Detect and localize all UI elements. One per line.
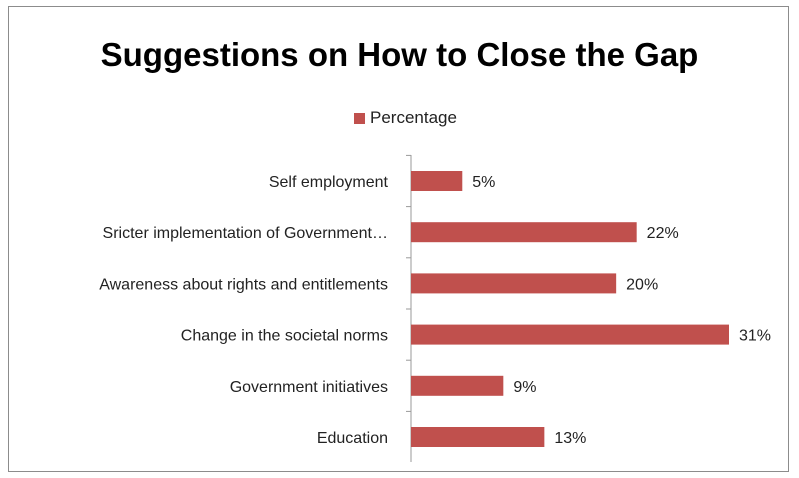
chart-frame: Suggestions on How to Close the Gap Perc… xyxy=(8,6,789,472)
category-label: Change in the societal norms xyxy=(181,328,388,345)
data-label: 31% xyxy=(739,328,771,345)
category-label: Education xyxy=(317,430,388,447)
category-label: Self employment xyxy=(269,174,389,191)
chart-legend: Percentage xyxy=(354,107,457,129)
data-label: 22% xyxy=(647,225,679,242)
category-label: Awareness about rights and entitlements xyxy=(99,276,388,293)
data-label: 13% xyxy=(554,430,586,447)
data-label: 20% xyxy=(626,276,658,293)
bar xyxy=(411,222,637,243)
data-label: 9% xyxy=(513,379,536,396)
category-label: Sricter implementation of Government… xyxy=(103,225,388,242)
data-label: 5% xyxy=(472,174,495,191)
bar xyxy=(411,427,545,447)
bar xyxy=(411,324,729,345)
bar xyxy=(411,171,463,191)
chart-title: Suggestions on How to Close the Gap xyxy=(100,36,699,73)
legend-swatch xyxy=(354,112,365,124)
bar xyxy=(411,375,504,396)
legend-label: Percentage xyxy=(370,108,457,127)
category-label: Government initiatives xyxy=(230,379,388,396)
bar xyxy=(411,273,617,294)
